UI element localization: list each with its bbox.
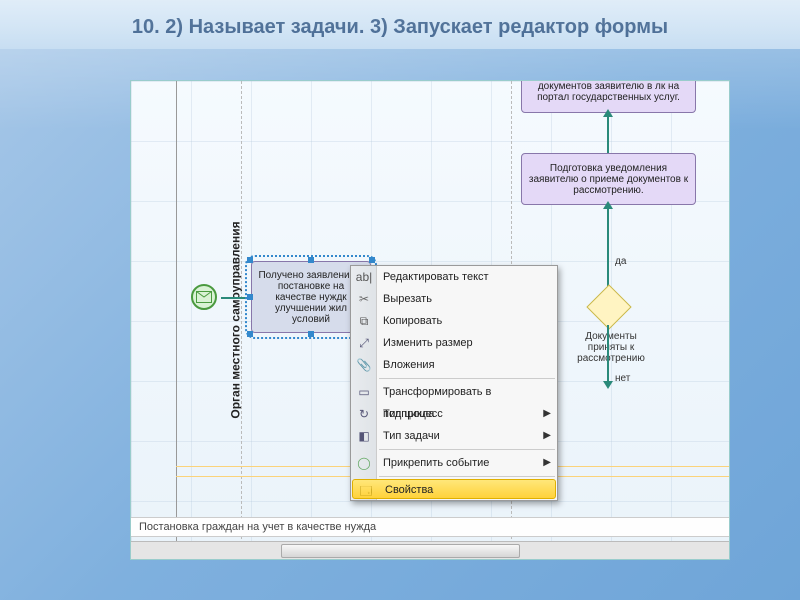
status-strip: Постановка граждан на учет в качестве ну…	[131, 517, 729, 537]
event-icon: ◯	[355, 454, 373, 472]
context-menu[interactable]: ab| Редактировать текст ✂ Вырезать ⧉ Коп…	[350, 265, 558, 501]
arrow-icon	[603, 381, 613, 389]
text-icon: ab|	[355, 268, 373, 286]
menu-label: Изменить размер	[383, 337, 473, 349]
lane-divider	[241, 81, 242, 559]
task-prepare-notification[interactable]: Подготовка уведомления заявителю о прием…	[521, 153, 696, 205]
tasktype-icon: ◧	[355, 427, 373, 445]
cut-icon: ✂	[355, 290, 373, 308]
resize-handle[interactable]	[369, 257, 375, 263]
scrollbar-thumb[interactable]	[281, 544, 520, 558]
resize-handle[interactable]	[308, 257, 314, 263]
menu-copy[interactable]: ⧉ Копировать	[351, 310, 557, 332]
loop-icon: ↻	[355, 405, 373, 423]
copy-icon: ⧉	[355, 312, 373, 330]
resize-handle[interactable]	[308, 331, 314, 337]
gateway-label: Документы приняты к рассмотрению	[571, 331, 651, 364]
edge-label-yes: да	[615, 256, 626, 267]
menu-cut[interactable]: ✂ Вырезать	[351, 288, 557, 310]
chevron-right-icon: ▶	[543, 452, 551, 474]
chevron-right-icon: ▶	[543, 403, 551, 425]
resize-icon: ⤢	[355, 334, 373, 352]
menu-label: Вложения	[383, 359, 435, 371]
menu-separator	[379, 378, 555, 379]
resize-handle[interactable]	[247, 257, 253, 263]
menu-edit-text[interactable]: ab| Редактировать текст	[351, 266, 557, 288]
properties-icon: 🗔	[357, 482, 375, 500]
arrow-icon	[603, 109, 613, 117]
flow-edge	[607, 113, 609, 153]
edge-label-no: нет	[615, 373, 630, 384]
menu-label: Копировать	[383, 315, 442, 327]
menu-label: Прикрепить событие	[383, 457, 489, 469]
menu-label: Тип задачи	[383, 430, 440, 442]
menu-properties[interactable]: 🗔 Свойства	[352, 479, 556, 499]
flow-edge	[607, 205, 609, 291]
menu-separator	[379, 476, 555, 477]
menu-task-type[interactable]: ◧ Тип задачи ▶	[351, 425, 557, 447]
resize-handle[interactable]	[247, 294, 253, 300]
menu-label: Тип цикла	[383, 408, 434, 420]
transform-icon: ▭	[355, 383, 373, 401]
menu-label: Вырезать	[383, 293, 432, 305]
lane-border	[176, 81, 177, 559]
chevron-right-icon: ▶	[543, 425, 551, 447]
menu-label: Редактировать текст	[383, 271, 489, 283]
menu-transform-subprocess[interactable]: ▭ Трансформировать в подпроцесс	[351, 381, 557, 403]
menu-loop-type[interactable]: ↻ Тип цикла ▶	[351, 403, 557, 425]
arrow-icon	[603, 201, 613, 209]
resize-handle[interactable]	[247, 331, 253, 337]
envelope-icon	[196, 291, 212, 303]
menu-resize[interactable]: ⤢ Изменить размер	[351, 332, 557, 354]
menu-separator	[379, 449, 555, 450]
attach-icon: 📎	[355, 356, 373, 374]
horizontal-scrollbar[interactable]	[131, 541, 729, 559]
menu-label: Свойства	[385, 484, 433, 496]
start-event[interactable]	[191, 284, 217, 310]
menu-attach-event[interactable]: ◯ Прикрепить событие ▶	[351, 452, 557, 474]
menu-attachments[interactable]: 📎 Вложения	[351, 354, 557, 376]
page-title: 10. 2) Называет задачи. 3) Запускает ред…	[0, 0, 800, 49]
flow-edge	[607, 325, 609, 385]
